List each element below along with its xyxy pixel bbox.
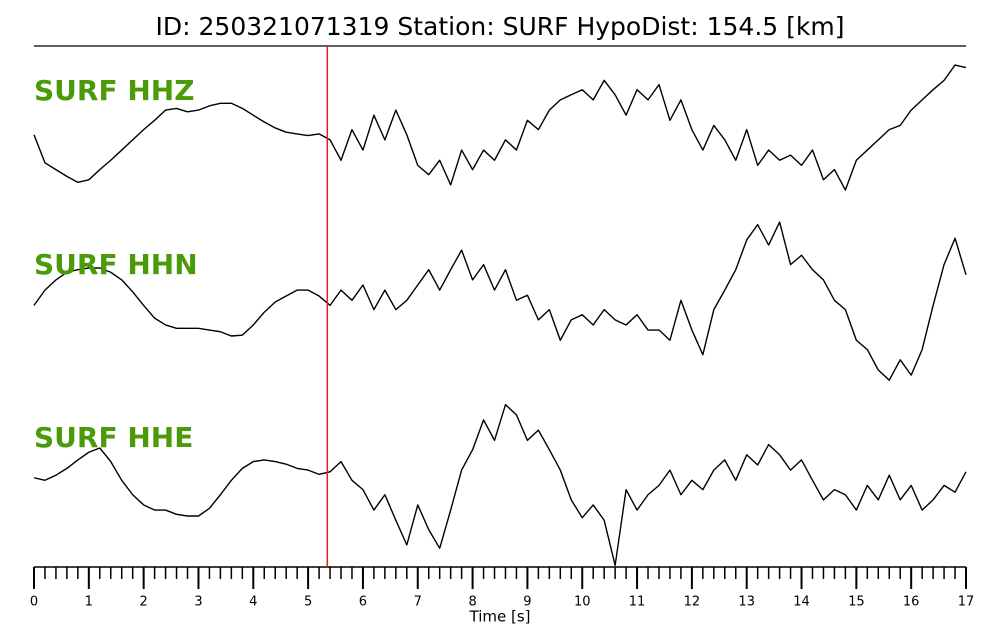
x-tick-label: 15 xyxy=(848,595,865,610)
x-tick-label: 4 xyxy=(249,595,257,610)
trace-label: SURF HHZ xyxy=(34,74,195,107)
trace xyxy=(33,221,967,381)
trace xyxy=(33,64,967,191)
x-tick-label: 7 xyxy=(414,595,422,610)
x-tick-label: 16 xyxy=(903,595,920,610)
trace xyxy=(33,403,967,566)
x-tick-label: 6 xyxy=(359,595,367,610)
chart-title: ID: 250321071319 Station: SURF HypoDist:… xyxy=(156,12,845,41)
trace-label: SURF HHN xyxy=(34,248,198,281)
x-tick-label: 2 xyxy=(140,595,148,610)
x-tick-label: 0 xyxy=(30,595,38,610)
x-tick-label: 11 xyxy=(629,595,646,610)
x-tick-label: 5 xyxy=(304,595,312,610)
x-tick-label: 17 xyxy=(958,595,975,610)
x-tick-label: 14 xyxy=(793,595,810,610)
trace-label: SURF HHE xyxy=(34,421,193,454)
x-tick-label: 8 xyxy=(468,595,476,610)
x-tick-label: 9 xyxy=(523,595,531,610)
x-tick-label: 1 xyxy=(85,595,93,610)
x-tick-label: 12 xyxy=(684,595,701,610)
x-axis-label: Time [s] xyxy=(469,608,531,626)
x-tick-label: 13 xyxy=(738,595,755,610)
x-tick-label: 10 xyxy=(574,595,591,610)
x-tick-label: 3 xyxy=(194,595,202,610)
